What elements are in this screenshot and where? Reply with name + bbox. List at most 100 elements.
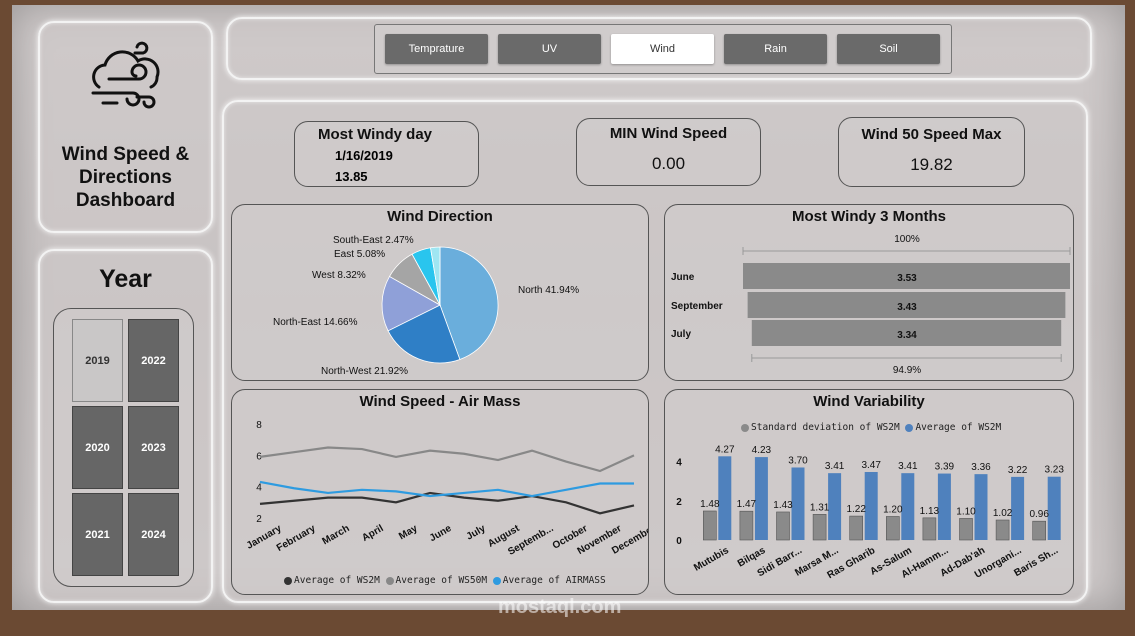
x-tick-april: April: [360, 523, 385, 544]
variability-card: Wind Variability Standard deviation of W…: [664, 389, 1074, 595]
avg-bar-marsa-m: [828, 473, 842, 540]
stddev-bar-as-salum: [886, 516, 900, 541]
tab-soil[interactable]: Soil: [837, 34, 940, 64]
windy-months-chart: 100% 3.53 June 3.43 September 3.34 July 94.9%: [671, 234, 1071, 376]
kpi-min-wind-speed-label: MIN Wind Speed: [609, 125, 728, 142]
pie-slice-north-west: [387, 304, 461, 364]
stddev-label-unorgani: 1.02: [993, 508, 1013, 519]
avg-bar-sidi-barr: [791, 467, 805, 540]
pie-slice-north-east: [381, 275, 441, 332]
year-panel-title: Year: [99, 265, 152, 293]
avg-bar-al-hamm: [937, 473, 951, 540]
pie-label-south-east: South-East 2.47%: [333, 235, 414, 246]
avg-label-ad-dab-ah: 3.36: [971, 462, 991, 473]
avg-bar-baris-sh: [1047, 476, 1061, 540]
pie-label-east: East 5.08%: [334, 249, 385, 260]
stddev-bar-marsa-m: [812, 514, 827, 541]
stddev-label-mutubis: 1.48: [700, 499, 720, 510]
year-button-2024[interactable]: 2024: [128, 493, 179, 576]
year-button-2023[interactable]: 2023: [128, 406, 179, 489]
year-button-2019[interactable]: 2019: [72, 319, 123, 402]
watermark: mostaql.com: [498, 596, 622, 618]
year-panel: Year 2019 2022 2020 2023 2021 2024: [38, 249, 213, 603]
avg-bar-ras-gharib: [864, 471, 878, 540]
air-mass-legend: Average of WS2M Average of WS50M Average…: [284, 575, 606, 586]
month-bar-value-june: 3.53: [897, 273, 917, 284]
month-label-july: July: [671, 329, 691, 340]
avg-label-unorgani: 3.22: [1008, 465, 1028, 476]
pie-slice-south-east: [430, 246, 441, 306]
stddev-label-baris-sh: 0.96: [1029, 509, 1049, 520]
wind-direction-pie: North 41.94% North-West 21.92% North-East …: [273, 235, 579, 377]
windy-months-title: Most Windy 3 Months: [791, 208, 947, 225]
var-y-tick-2: 2: [676, 497, 682, 508]
stddev-label-marsa-m: 1.31: [810, 502, 830, 513]
air-mass-title: Wind Speed - Air Mass: [359, 393, 521, 410]
kpi-most-windy-day-value: 13.85: [335, 169, 368, 184]
month-bar-value-july: 3.34: [897, 330, 917, 341]
y-tick-6: 6: [256, 451, 262, 462]
tab-rain[interactable]: Rain: [724, 34, 827, 64]
top-percent-label: 100%: [894, 234, 920, 245]
var-y-tick-4: 4: [676, 458, 682, 469]
ws2m-line: [259, 491, 635, 515]
y-tick-8: 8: [256, 420, 262, 431]
stddev-bar-al-hamm: [922, 517, 937, 541]
title-panel: Wind Speed & Directions Dashboard: [38, 21, 213, 233]
tab-temperature[interactable]: Temprature: [385, 34, 488, 64]
year-button-2021[interactable]: 2021: [72, 493, 123, 576]
avg-label-baris-sh: 3.23: [1044, 465, 1064, 476]
tab-bar: Temprature UV Wind Rain Soil: [374, 24, 952, 74]
stddev-bar-baris-sh: [1032, 520, 1047, 541]
avg-label-as-salum: 3.41: [898, 461, 918, 472]
pie-label-north-west: North-West 21.92%: [321, 366, 408, 377]
avg-label-sidi-barr: 3.70: [788, 455, 808, 466]
avg-bar-unorgani: [1011, 476, 1025, 540]
wind-direction-title: Wind Direction: [387, 208, 493, 225]
airmass-line: [259, 480, 634, 498]
stddev-bar-mutubis: [702, 510, 717, 541]
wind-cloud-icon: [87, 39, 167, 119]
tab-uv[interactable]: UV: [498, 34, 601, 64]
variability-legend: Standard deviation of WS2M Average of WS…: [741, 422, 1001, 433]
kpi-most-windy-day-date: 1/16/2019: [335, 148, 393, 163]
var-y-tick-0: 0: [676, 536, 682, 547]
pie-slice-north: [439, 246, 499, 361]
x-tick-february: February: [275, 523, 318, 554]
pie-label-north: North 41.94%: [518, 285, 579, 296]
air-mass-card: Wind Speed - Air Mass 2 4 6 8 January Februar…: [231, 389, 649, 595]
pie-label-west: West 8.32%: [312, 270, 366, 281]
stddev-bar-ras-gharib: [849, 515, 863, 541]
month-bar-june: [743, 263, 1070, 289]
stddev-label-al-hamm: 1.13: [920, 506, 940, 517]
ws50m-line: [259, 446, 635, 473]
avg-bar-bilqas: [754, 457, 768, 540]
year-button-2022[interactable]: 2022: [128, 319, 179, 402]
avg-label-bilqas: 4.23: [752, 445, 772, 456]
stddev-label-sidi-barr: 1.43: [773, 500, 793, 511]
windy-months-card: Most Windy 3 Months 100% 3.53 June 3.43 Sept…: [664, 204, 1074, 381]
dashboard-title: Wind Speed & Directions Dashboard: [61, 144, 190, 211]
x-tick-march: March: [320, 523, 351, 547]
year-button-2020[interactable]: 2020: [72, 406, 123, 489]
avg-label-ras-gharib: 3.47: [861, 460, 881, 471]
kpi-min-wind-speed-value: 0.00: [651, 154, 686, 173]
x-tick-june: June: [428, 523, 454, 544]
tab-wind[interactable]: Wind: [611, 34, 714, 64]
x-tick-july: July: [465, 523, 488, 543]
wind-direction-card: Wind Direction North 41.94% North-West 21…: [231, 204, 649, 381]
stddev-bar-unorgani: [995, 519, 1010, 541]
month-bar-september: [747, 292, 1066, 318]
legend-item-ws50m: Average of WS50M: [385, 575, 487, 586]
avg-bar-mutubis: [718, 456, 732, 540]
kpi-most-windy-day: Most Windy day 1/16/2019 13.85: [294, 121, 479, 187]
legend-item-ws2m: Average of WS2M: [284, 575, 380, 586]
x-tick-may: May: [397, 523, 420, 542]
stddev-label-ras-gharib: 1.22: [846, 504, 866, 515]
kpi-most-windy-day-label: Most Windy day: [317, 126, 433, 143]
stddev-bar-bilqas: [739, 510, 754, 541]
bottom-percent-label: 94.9%: [893, 365, 921, 376]
month-bar-july: [751, 320, 1062, 346]
month-label-september: September: [671, 301, 723, 312]
